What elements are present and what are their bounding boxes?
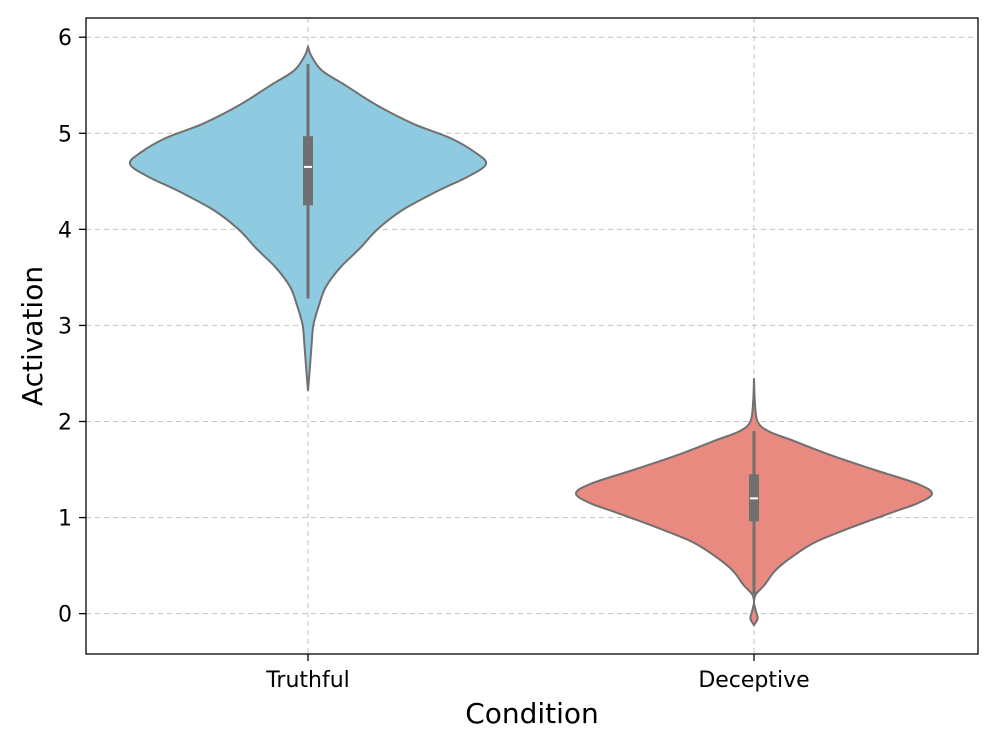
y-tick-label: 1 xyxy=(58,507,72,532)
y-tick-label: 2 xyxy=(58,411,72,436)
x-tick-label: Truthful xyxy=(265,668,350,693)
y-axis: 0 1 2 3 4 5 6 xyxy=(58,26,86,628)
y-tick-label: 3 xyxy=(58,314,72,339)
y-tick-label: 6 xyxy=(58,26,72,51)
violins xyxy=(128,43,934,628)
x-tick-label: Deceptive xyxy=(698,668,809,693)
x-axis: Truthful Deceptive xyxy=(265,654,810,693)
plot-frame xyxy=(85,17,979,655)
y-tick-label: 4 xyxy=(58,218,72,243)
y-axis-label: Activation xyxy=(16,266,49,406)
violin-iqr-box xyxy=(303,136,313,206)
y-tick-label: 5 xyxy=(58,122,72,147)
grid xyxy=(86,18,978,654)
y-tick-label: 0 xyxy=(58,603,72,628)
x-axis-label: Condition xyxy=(465,697,599,730)
